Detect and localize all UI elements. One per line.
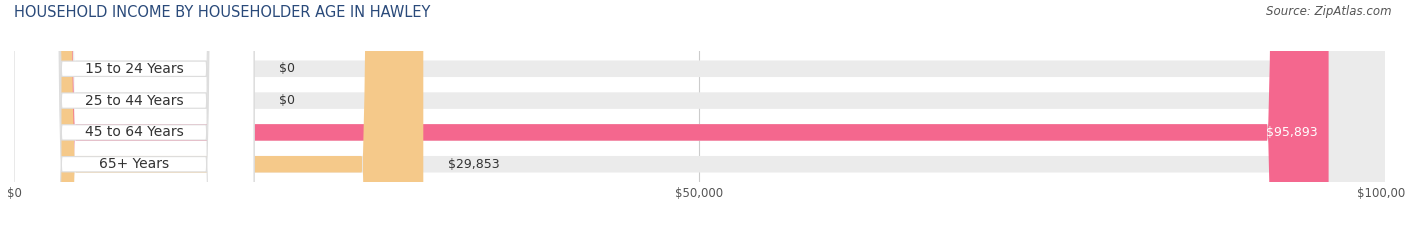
FancyBboxPatch shape bbox=[14, 0, 254, 233]
FancyBboxPatch shape bbox=[14, 0, 1385, 233]
Text: $29,853: $29,853 bbox=[449, 158, 499, 171]
FancyBboxPatch shape bbox=[14, 0, 1385, 233]
Text: $0: $0 bbox=[278, 94, 295, 107]
Text: $0: $0 bbox=[278, 62, 295, 75]
Text: $95,893: $95,893 bbox=[1265, 126, 1317, 139]
FancyBboxPatch shape bbox=[14, 0, 1385, 233]
FancyBboxPatch shape bbox=[14, 0, 254, 233]
Text: 65+ Years: 65+ Years bbox=[98, 157, 169, 171]
FancyBboxPatch shape bbox=[14, 0, 423, 233]
Text: HOUSEHOLD INCOME BY HOUSEHOLDER AGE IN HAWLEY: HOUSEHOLD INCOME BY HOUSEHOLDER AGE IN H… bbox=[14, 5, 430, 20]
Text: 45 to 64 Years: 45 to 64 Years bbox=[84, 125, 183, 139]
Text: Source: ZipAtlas.com: Source: ZipAtlas.com bbox=[1267, 5, 1392, 18]
Text: 25 to 44 Years: 25 to 44 Years bbox=[84, 94, 183, 108]
FancyBboxPatch shape bbox=[14, 0, 1329, 233]
Text: 15 to 24 Years: 15 to 24 Years bbox=[84, 62, 183, 76]
FancyBboxPatch shape bbox=[14, 0, 254, 233]
FancyBboxPatch shape bbox=[14, 0, 254, 233]
FancyBboxPatch shape bbox=[14, 0, 1385, 233]
